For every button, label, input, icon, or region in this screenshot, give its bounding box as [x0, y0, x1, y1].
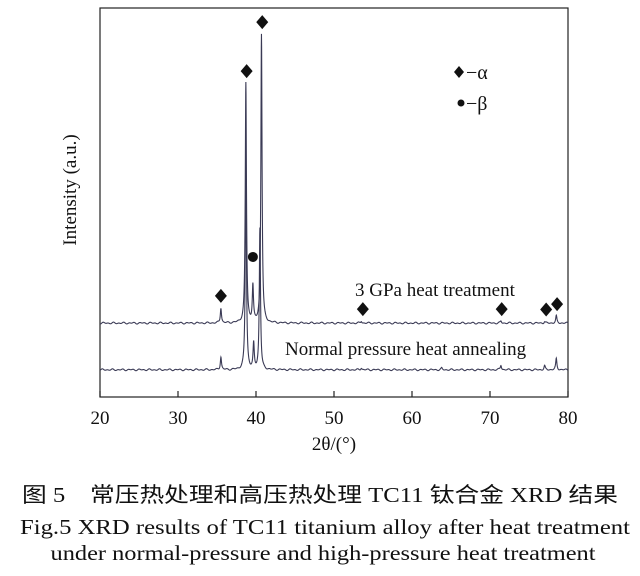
caption-english-line2: under normal-pressure and high-pressure … — [51, 541, 596, 565]
alpha-diamond-marker — [240, 64, 253, 79]
x-tick-label: 60 — [403, 408, 422, 429]
series-curves — [99, 33, 569, 372]
x-ticks: 20 30 40 50 60 70 80 — [91, 391, 578, 429]
legend-diamond-icon — [454, 66, 464, 78]
y-axis-label: Intensity (a.u.) — [60, 134, 81, 245]
beta-circle-marker — [247, 251, 258, 262]
legend-beta: −β — [466, 93, 487, 115]
x-tick-label: 70 — [481, 408, 500, 429]
x-tick-label: 50 — [325, 408, 344, 429]
x-tick-label: 40 — [247, 408, 266, 429]
alpha-diamond-marker — [356, 302, 369, 317]
legend-alpha: −α — [466, 62, 488, 84]
legend-circle-icon — [457, 99, 465, 107]
caption-english-line1: Fig.5 XRD results of TC11 titanium alloy… — [20, 515, 630, 539]
series-line-3gpa — [99, 33, 569, 325]
alpha-diamond-marker — [495, 302, 508, 317]
x-tick-label: 80 — [559, 408, 578, 429]
alpha-diamond-marker — [551, 297, 564, 312]
alpha-diamond-marker — [256, 15, 269, 30]
phase-markers — [214, 15, 564, 317]
x-tick-label: 20 — [91, 408, 110, 429]
caption-chinese: 图 5 常压热处理和高压热处理 TC11 钛合金 XRD 结果 — [22, 483, 618, 507]
series-line-normal — [99, 164, 569, 372]
alpha-diamond-marker — [214, 288, 227, 303]
x-axis-label: 2θ/(°) — [312, 434, 356, 455]
legend: −α −β — [454, 62, 488, 115]
x-tick-label: 30 — [169, 408, 188, 429]
alpha-diamond-marker — [540, 302, 553, 317]
series-label-normal: Normal pressure heat annealing — [285, 339, 527, 360]
series-label-3gpa: 3 GPa heat treatment — [355, 280, 516, 301]
